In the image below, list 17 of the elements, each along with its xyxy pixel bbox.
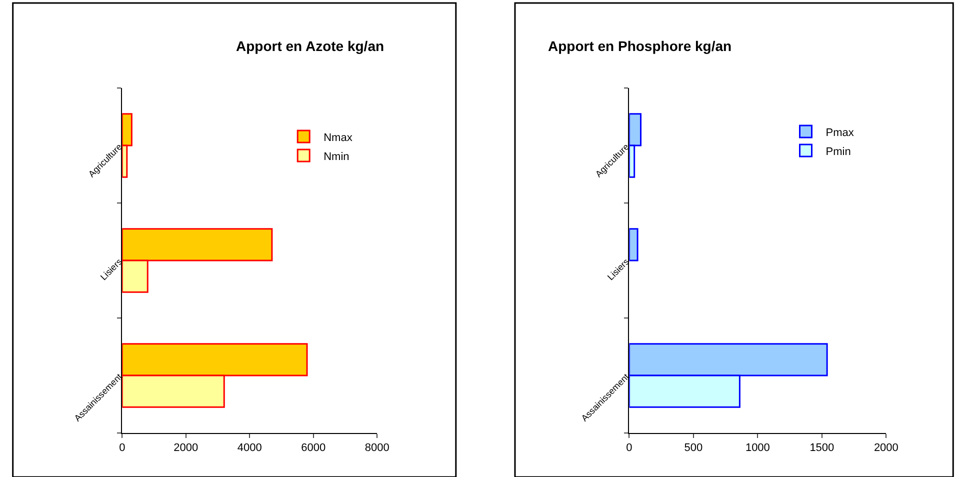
legend-label: Pmax: [826, 126, 854, 139]
legend-label: Nmin: [324, 150, 350, 163]
x-tick-label: 4000: [237, 442, 262, 454]
x-tick-label: 1500: [810, 442, 834, 454]
legend-label: Pmin: [826, 146, 851, 158]
legend-label: Nmax: [324, 132, 353, 144]
chart-title: Apport en Phosphore kg/an: [548, 38, 732, 54]
x-tick-label: 2000: [174, 442, 198, 454]
x-tick-label: 8000: [364, 442, 390, 454]
x-tick-label: 1000: [745, 442, 770, 454]
bar: [629, 228, 638, 262]
x-tick-label: 500: [684, 442, 703, 454]
x-tick-label: 0: [626, 442, 632, 454]
x-tick-label: 0: [119, 442, 126, 454]
x-tick-label: 2000: [874, 442, 898, 454]
x-tick-label: 6000: [301, 442, 326, 454]
chart-title: Apport en Azote kg/an: [236, 38, 384, 54]
